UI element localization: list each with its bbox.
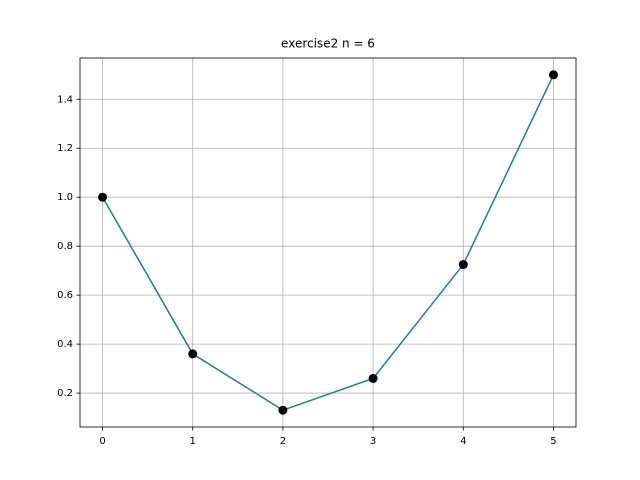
x-tick-label: 3 (370, 436, 376, 447)
y-tick-label: 1.0 (57, 192, 73, 203)
y-tick-label: 0.2 (57, 388, 73, 399)
x-tick-label: 2 (280, 436, 286, 447)
marker (278, 405, 288, 415)
marker (98, 192, 108, 202)
x-tick-label: 4 (460, 436, 466, 447)
chart-title: exercise2 n = 6 (281, 37, 375, 51)
marker (548, 70, 558, 80)
y-tick-label: 0.8 (57, 241, 73, 252)
y-tick-label: 0.6 (57, 290, 73, 301)
x-tick-label: 1 (190, 436, 196, 447)
y-tick-label: 1.4 (57, 94, 73, 105)
y-tick-label: 1.2 (57, 143, 73, 154)
line (101, 74, 555, 412)
x-tick-label: 5 (550, 436, 556, 447)
y-tick-label: 0.4 (57, 339, 73, 350)
marker (368, 373, 378, 383)
plot-frame (79, 57, 577, 428)
marker (458, 260, 468, 270)
marker (188, 349, 198, 359)
x-tick-label: 0 (99, 436, 105, 447)
